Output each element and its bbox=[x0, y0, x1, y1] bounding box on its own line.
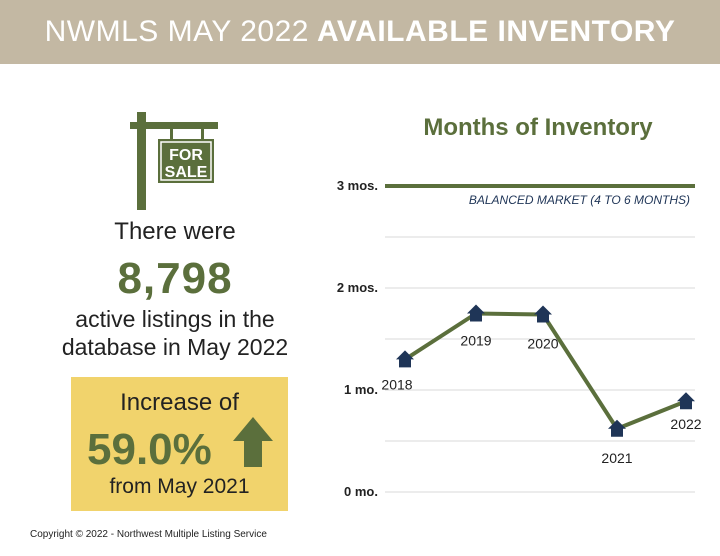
title-bold: AVAILABLE INVENTORY bbox=[316, 15, 676, 48]
house-marker-icon bbox=[467, 304, 485, 322]
increase-label: Increase of bbox=[120, 389, 239, 416]
year-label: 2020 bbox=[527, 336, 558, 352]
y-tick-label: 0 mo. bbox=[344, 484, 378, 499]
year-label: 2021 bbox=[601, 450, 632, 466]
year-label: 2019 bbox=[460, 333, 491, 349]
copyright-notice: Copyright © 2022 - Northwest Multiple Li… bbox=[30, 529, 267, 540]
sign-text-for: FOR bbox=[169, 147, 203, 164]
header-banner: NWMLS MAY 2022 AVAILABLE INVENTORY bbox=[0, 0, 720, 64]
y-tick-label: 3 mos. bbox=[337, 178, 378, 193]
house-marker-icon bbox=[534, 305, 552, 323]
house-marker-icon bbox=[608, 419, 626, 437]
up-arrow-icon bbox=[233, 417, 273, 467]
sign-text-sale: SALE bbox=[165, 164, 208, 181]
summary-intro: There were bbox=[114, 218, 236, 245]
year-label: 2018 bbox=[381, 376, 412, 392]
year-label: 2022 bbox=[670, 416, 701, 432]
series-line bbox=[403, 311, 687, 431]
sign-hanger-right bbox=[201, 129, 204, 139]
sign-post bbox=[137, 112, 146, 210]
chart-title: Months of Inventory bbox=[423, 114, 653, 141]
listing-count: 8,798 bbox=[117, 254, 233, 303]
sign-hanger-left bbox=[170, 129, 173, 139]
house-marker-icon bbox=[677, 392, 695, 410]
sign-board bbox=[158, 139, 214, 183]
y-tick-label: 1 mo. bbox=[344, 382, 378, 397]
sign-border bbox=[160, 141, 212, 181]
house-marker-icon bbox=[396, 350, 414, 368]
reference-line-label: BALANCED MARKET (4 TO 6 MONTHS) bbox=[469, 193, 690, 207]
page-title: NWMLS MAY 2022 AVAILABLE INVENTORY bbox=[45, 15, 676, 49]
increase-value: 59.0% bbox=[87, 425, 212, 474]
for-sale-sign-icon: FOR SALE bbox=[130, 112, 218, 210]
summary-line-2: database in May 2022 bbox=[61, 334, 289, 360]
increase-from: from May 2021 bbox=[109, 475, 250, 498]
y-tick-label: 2 mos. bbox=[337, 280, 378, 295]
summary-line-1: active listings in the bbox=[75, 306, 275, 332]
title-regular: NWMLS MAY 2022 bbox=[44, 15, 309, 48]
sign-crossbar bbox=[130, 122, 218, 129]
increase-callout: Increase of 59.0% from May 2021 bbox=[71, 377, 288, 511]
months-inventory-chart: Months of Inventory 0 mo. 1 mo. 2 mos. 3 mos… bbox=[337, 114, 702, 499]
